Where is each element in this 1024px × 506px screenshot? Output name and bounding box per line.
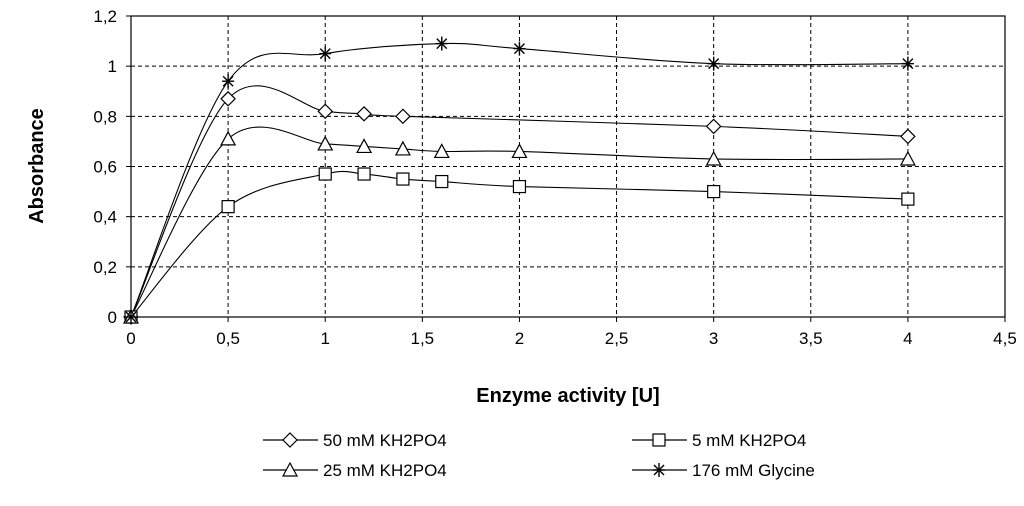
y-tick-label: 0,4 [93,208,117,227]
data-point-diamond [317,103,334,120]
data-point-triangle [220,130,237,146]
data-point-diamond [220,90,236,107]
legend: 50 mM KH2PO4 5 mM KH2PO4 25 mM KH2PO4 176 m… [263,431,815,480]
data-point-asterisk [707,56,720,71]
data-point-square [318,167,332,181]
data-point-asterisk [435,36,448,51]
series-markers [122,36,916,325]
y-tick-label: 1,2 [93,7,117,26]
x-tick-label: 2 [515,329,524,348]
data-point-square [707,184,721,199]
legend-marker-asterisk [653,463,665,477]
y-tick-label: 1 [108,57,117,76]
data-point-triangle [356,138,373,154]
legend-item: 176 mM Glycine [632,461,815,480]
y-axis-title: Absorbance [26,108,48,224]
legend-marker-diamond [282,432,298,448]
data-point-asterisk [513,41,526,56]
legend-label: 25 mM KH2PO4 [323,461,447,480]
tick-labels: 0 0,5 1 1,5 2 2,5 3 3,5 4 4,5 0 0,2 0,4 0,6 0,8 1 1,2 [93,7,1016,348]
y-tick-label: 0 [108,308,117,327]
data-point-diamond [705,118,722,135]
x-tick-label: 4,5 [993,329,1017,348]
y-tick-label: 0,8 [93,107,117,126]
grid-lines [131,16,1005,317]
data-point-diamond [356,105,372,122]
legend-label: 50 mM KH2PO4 [323,431,447,450]
data-point-diamond [900,128,916,145]
x-tick-label: 3 [709,329,718,348]
x-tick-label: 1,5 [411,329,435,348]
x-tick-label: 3,5 [799,329,823,348]
x-tick-label: 0 [126,329,135,348]
legend-marker-triangle [281,461,299,477]
x-tick-label: 2,5 [605,329,629,348]
data-point-square [901,192,915,206]
y-tick-label: 0,2 [93,258,117,277]
data-point-square [357,167,371,181]
legend-label: 176 mM Glycine [692,461,815,480]
data-point-square [435,174,449,189]
data-point-triangle [394,140,411,156]
data-point-triangle [317,135,334,151]
data-point-asterisk [125,310,137,324]
x-axis-title: Enzyme activity [U] [476,385,659,407]
data-point-asterisk [901,56,914,71]
data-point-square [396,172,410,186]
x-tick-label: 0,5 [216,329,240,348]
data-point-asterisk [319,46,332,61]
data-point-square [512,179,527,194]
data-point-triangle [705,150,722,166]
data-point-diamond [395,108,411,125]
legend-marker-square [652,433,666,447]
x-tick-label: 1 [320,329,329,348]
data-point-triangle [511,143,528,159]
data-point-triangle [433,143,450,159]
data-point-square [221,200,235,214]
x-tick-label: 4 [903,329,912,348]
legend-item: 5 mM KH2PO4 [632,431,806,450]
y-tick-label: 0,6 [93,158,117,177]
legend-label: 5 mM KH2PO4 [692,431,806,450]
legend-item: 25 mM KH2PO4 [263,461,447,480]
data-point-asterisk [222,74,235,89]
legend-item: 50 mM KH2PO4 [263,431,447,450]
data-point-triangle [899,150,916,166]
